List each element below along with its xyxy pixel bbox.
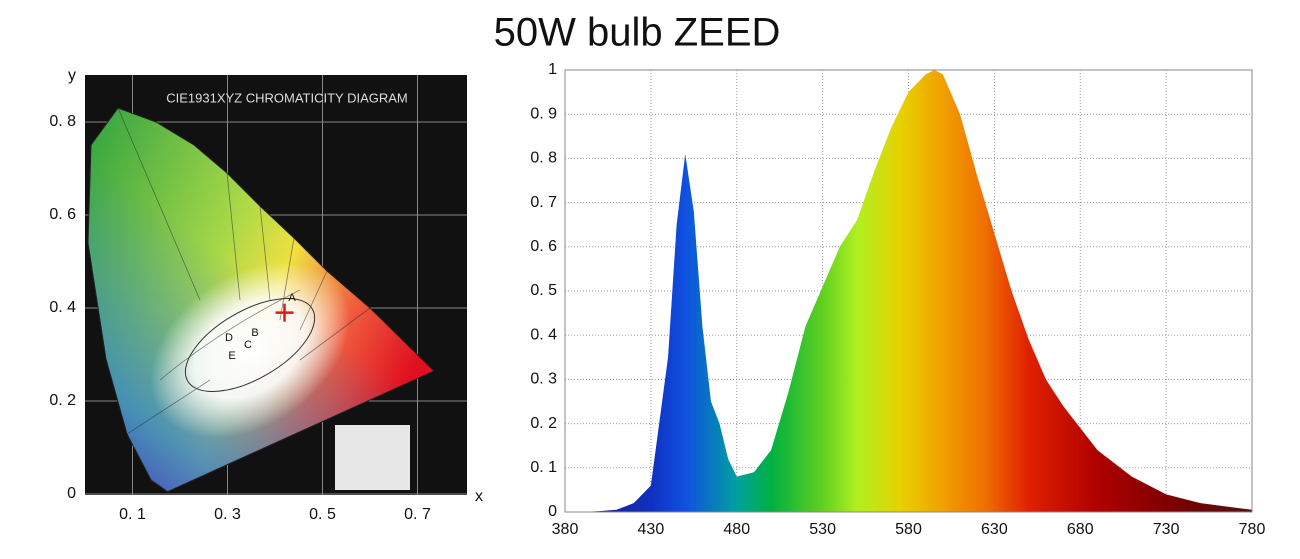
y-tick-label: 0. 2 <box>49 392 76 409</box>
x-tick-label: 730 <box>1153 521 1180 538</box>
y-tick-label: 0 <box>548 503 557 520</box>
point-label: E <box>228 350 235 362</box>
y-tick-label: 0. 6 <box>49 206 76 223</box>
x-tick-label: 0. 1 <box>119 506 146 523</box>
diagram-title: CIE1931XYZ CHROMATICITY DIAGRAM <box>166 90 408 105</box>
y-tick-label: 0. 3 <box>530 371 557 388</box>
y-tick-label: 0. 5 <box>530 282 557 299</box>
plot <box>564 69 1253 513</box>
x-tick-label: 630 <box>981 521 1008 538</box>
y-tick-label: 0. 1 <box>530 459 557 476</box>
y-tick-label: 0 <box>67 485 76 502</box>
cross-marker <box>275 303 294 322</box>
y-tick-label: 0. 6 <box>530 238 557 255</box>
spectrum-area <box>565 70 1252 512</box>
x-tick-label: 0. 7 <box>404 506 431 523</box>
y-tick-label: 0. 7 <box>530 194 557 211</box>
point-label: B <box>251 327 258 339</box>
y-tick-label: 0. 8 <box>49 113 76 130</box>
y-axis-label: y <box>68 67 76 84</box>
y-tick-label: 0. 8 <box>530 150 557 167</box>
x-tick-label: 680 <box>1067 521 1094 538</box>
y-tick-label: 0. 4 <box>49 299 76 316</box>
y-tick-label: 0. 2 <box>530 415 557 432</box>
page-title: 50W bulb ZEED <box>494 11 781 55</box>
y-tick-label: 1 <box>548 61 557 78</box>
point-label: D <box>225 332 233 344</box>
y-tick-label: 0. 9 <box>530 105 557 122</box>
x-tick-label: 430 <box>638 521 665 538</box>
x-axis-label: x <box>475 488 483 505</box>
point-label: C <box>244 339 252 351</box>
x-tick-label: 0. 5 <box>309 506 336 523</box>
x-tick-label: 480 <box>723 521 750 538</box>
x-tick-label: 580 <box>895 521 922 538</box>
x-tick-label: 530 <box>809 521 836 538</box>
inset <box>335 425 410 490</box>
y-tick-label: 0. 4 <box>530 326 557 343</box>
x-tick-label: 380 <box>552 521 579 538</box>
x-tick-label: 780 <box>1239 521 1266 538</box>
plot-frame <box>564 69 1253 513</box>
point-label: A <box>288 292 296 304</box>
x-tick-label: 0. 3 <box>214 506 241 523</box>
locus-outline <box>87 107 435 493</box>
